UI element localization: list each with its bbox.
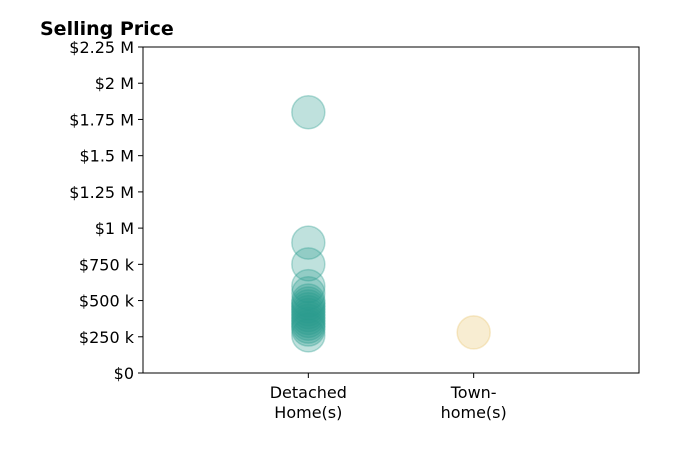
data-point [291,312,326,347]
data-point [456,315,491,350]
x-tick-label: Town-home(s) [441,383,507,422]
data-point [291,291,326,327]
data-point [291,289,326,324]
data-point [291,306,326,341]
y-tick-label: $500 k [79,292,135,311]
data-point [291,294,326,330]
chart-title: Selling Price [40,18,174,40]
data-point [291,247,326,282]
y-axis: $0 $250 k $500 k $750 k $1 M $1.25 M $1.5 M $1.… [69,38,143,383]
x-tick-label-line: Town- [450,383,497,402]
y-tick-label: $1.25 M [69,183,134,202]
data-point [291,225,326,260]
y-tick-label: $2.25 M [69,38,134,57]
x-tick-label: Detached Home(s) [270,383,347,422]
data-point [291,276,326,311]
data-points [291,94,491,353]
y-tick-label: $1 M [95,219,134,238]
data-point [291,283,326,318]
data-point [291,286,326,321]
plot-frame [142,46,640,374]
x-tick-label-line: home(s) [441,403,507,422]
x-tick-label-line: Detached [270,383,347,402]
data-point [291,303,326,339]
y-tick-label: $750 k [79,255,135,274]
data-point [291,309,326,344]
y-tick-label: $1.75 M [69,110,134,129]
y-tick-label: $2 M [95,74,134,93]
data-point [291,318,326,353]
y-tick-label: $250 k [79,328,135,347]
data-point [291,268,326,304]
y-tick-label: $1.5 M [79,147,134,166]
x-tick-label-line: Home(s) [274,403,342,422]
y-tick-label: $0 [114,364,134,383]
data-point [291,297,326,333]
x-axis: Detached Home(s) Town-home(s) [270,373,507,422]
data-point [291,94,326,130]
data-point [291,300,326,336]
